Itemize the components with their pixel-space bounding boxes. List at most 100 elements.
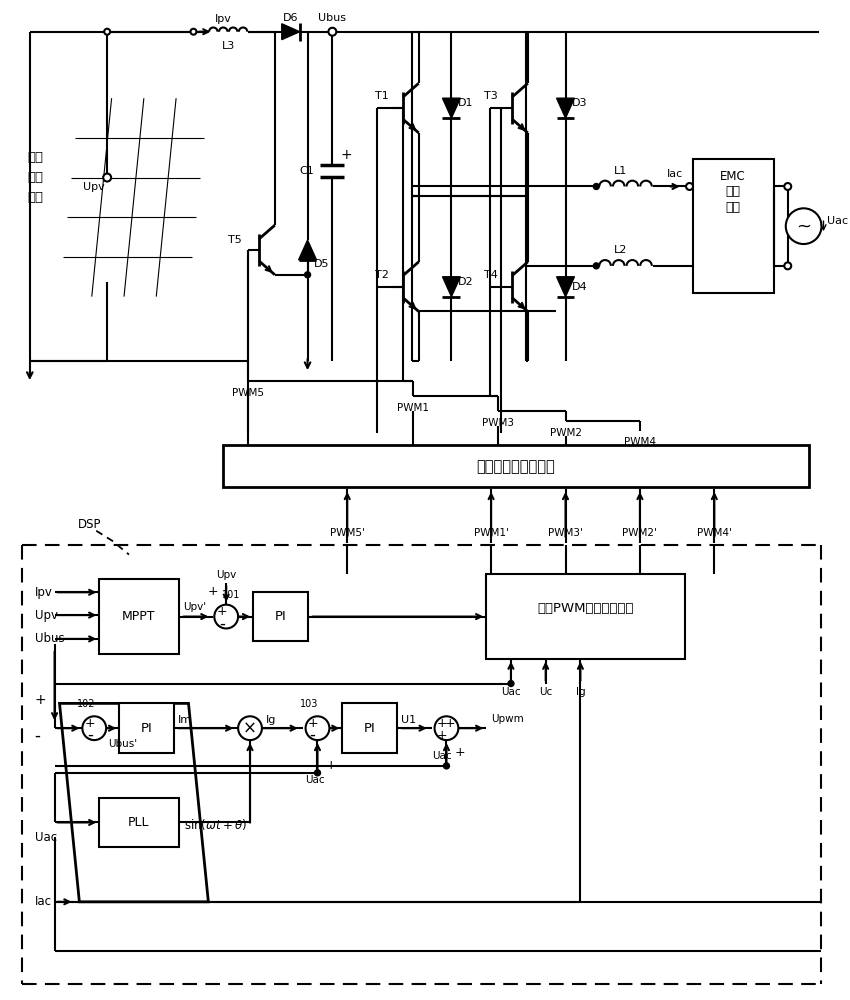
Text: -: - [35,727,41,745]
Text: PLL: PLL [128,816,150,829]
Text: +: + [35,693,47,707]
Text: Ubus: Ubus [35,632,65,645]
Circle shape [304,272,310,278]
Circle shape [328,28,337,36]
Text: ~: ~ [796,217,811,235]
Text: Ubus': Ubus' [108,739,137,749]
Text: +: + [217,605,228,618]
Circle shape [593,184,599,189]
Text: +: + [208,585,218,598]
Text: +: + [85,717,95,730]
Text: PI: PI [275,610,286,623]
Text: PI: PI [140,722,152,735]
Text: Upv: Upv [35,609,58,622]
Text: ×: × [243,719,257,737]
Text: Uc: Uc [539,687,552,697]
Text: PI: PI [364,722,376,735]
Text: T5: T5 [229,235,242,245]
Text: MPPT: MPPT [122,610,156,623]
Text: L3: L3 [222,41,235,51]
Text: Upv': Upv' [184,602,207,612]
Text: 电池: 电池 [28,171,44,184]
Text: D4: D4 [571,282,587,292]
Text: Uac: Uac [827,216,848,226]
Bar [99,579,178,654]
Text: L2: L2 [614,245,626,255]
Text: 正弦PWM发波控制模块: 正弦PWM发波控制模块 [537,602,633,615]
Circle shape [444,763,450,769]
Circle shape [686,183,693,190]
Text: 101: 101 [222,590,241,600]
Text: T3: T3 [484,91,498,101]
Text: 阵列: 阵列 [28,191,44,204]
Circle shape [785,262,791,269]
Text: Ig: Ig [575,687,585,697]
Text: Uac: Uac [502,687,521,697]
Text: T4: T4 [484,270,498,280]
Text: EMC: EMC [720,170,746,183]
Text: PWM5': PWM5' [330,528,365,538]
Text: 功率开关管驱动电路: 功率开关管驱动电路 [477,459,555,474]
Text: 滤波: 滤波 [726,185,740,198]
Text: PWM4: PWM4 [624,437,656,447]
Text: PWM2': PWM2' [622,528,657,538]
Text: -: - [309,726,315,744]
Circle shape [785,183,791,190]
Text: $\sin(\omega t+\theta)$: $\sin(\omega t+\theta)$ [184,817,246,832]
Bar [119,703,173,753]
Text: Uac: Uac [35,831,57,844]
Text: DSP: DSP [77,518,101,531]
Bar [693,159,774,293]
Text: D3: D3 [572,98,587,108]
Text: T2: T2 [375,270,389,280]
Circle shape [306,716,330,740]
Text: D5: D5 [314,259,329,269]
Text: U1: U1 [401,715,416,725]
Circle shape [238,716,262,740]
Text: 103: 103 [300,699,319,709]
Polygon shape [60,703,208,902]
Text: PWM3': PWM3' [548,528,583,538]
Bar [253,592,308,641]
Text: PWM1': PWM1' [473,528,508,538]
Text: PWM3: PWM3 [482,418,514,428]
Text: Upv: Upv [216,570,236,580]
Polygon shape [557,277,575,297]
Text: -: - [88,726,94,744]
Text: +: + [326,759,337,772]
Bar [343,703,397,753]
Polygon shape [298,240,316,260]
Text: +: + [445,717,456,730]
Circle shape [105,29,110,35]
Circle shape [190,29,196,35]
Text: Iac: Iac [666,169,683,179]
Bar [224,445,808,487]
Text: +: + [307,717,318,730]
Text: D2: D2 [457,277,473,287]
Polygon shape [443,98,461,118]
Text: Uac: Uac [432,751,451,761]
Text: 102: 102 [77,699,95,709]
Text: -: - [219,615,225,633]
Text: Ipv: Ipv [35,586,53,599]
Text: PWM1: PWM1 [397,403,428,413]
Circle shape [593,263,599,269]
Text: 光伏: 光伏 [28,151,44,164]
Text: Iac: Iac [35,895,52,908]
Circle shape [214,605,238,628]
Text: Upv: Upv [83,182,105,192]
Text: Ubus: Ubus [319,13,346,23]
Circle shape [82,716,106,740]
Bar [486,574,684,659]
Text: Upwm: Upwm [491,714,524,724]
Circle shape [785,208,821,244]
Polygon shape [557,98,575,118]
Text: D6: D6 [283,13,298,23]
Text: Im: Im [178,715,192,725]
Text: +: + [436,717,447,730]
Text: PWM4': PWM4' [697,528,732,538]
Text: +: + [436,729,447,742]
Circle shape [314,770,320,776]
Text: T1: T1 [375,91,388,101]
Text: Ipv: Ipv [215,14,232,24]
